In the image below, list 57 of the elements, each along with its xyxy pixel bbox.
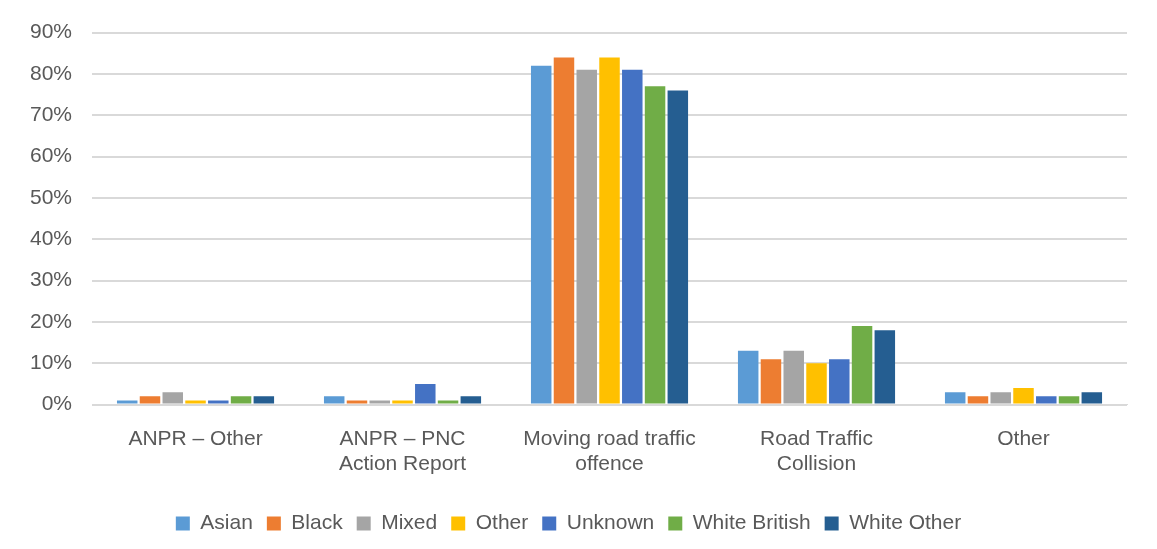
legend-label: Black xyxy=(291,510,344,534)
x-tick-label: Other xyxy=(997,426,1050,449)
bar xyxy=(162,392,184,404)
legend-label: White British xyxy=(692,510,811,534)
bar xyxy=(644,86,666,404)
bar xyxy=(116,400,138,404)
y-tick-label: 50% xyxy=(30,184,73,208)
bar xyxy=(530,65,552,404)
bar xyxy=(806,363,827,404)
legend-label: White Other xyxy=(849,510,962,534)
bar xyxy=(829,359,850,404)
bar xyxy=(139,396,161,404)
bar xyxy=(208,400,229,404)
bar xyxy=(760,359,782,404)
x-tick-label: Moving road traffic offence xyxy=(523,426,696,475)
y-tick-label: 80% xyxy=(30,60,73,84)
legend-label: Other xyxy=(475,510,529,534)
bar xyxy=(1013,388,1034,404)
bar xyxy=(1036,396,1057,404)
y-tick-label: 70% xyxy=(30,102,73,126)
y-tick-label: 40% xyxy=(30,226,73,250)
bar xyxy=(553,57,575,404)
legend-label: Unknown xyxy=(566,510,655,534)
bar xyxy=(460,396,482,404)
x-tick-label: ANPR – PNC Action Report xyxy=(338,426,467,475)
bar xyxy=(1058,396,1080,404)
y-tick-label: 0% xyxy=(41,391,73,415)
bar xyxy=(323,396,345,404)
bar xyxy=(944,392,966,404)
y-tick-label: 20% xyxy=(30,308,73,332)
bar xyxy=(967,396,989,404)
bar xyxy=(392,400,413,404)
x-tick-label: ANPR – Other xyxy=(128,426,263,449)
y-tick-label: 30% xyxy=(30,267,73,291)
y-tick-label: 60% xyxy=(30,143,73,167)
bar xyxy=(253,396,275,404)
bar xyxy=(230,396,252,404)
bar xyxy=(369,400,390,404)
bar xyxy=(990,392,1011,404)
bar xyxy=(851,326,873,404)
bar xyxy=(599,57,620,404)
bar xyxy=(737,350,759,404)
legend-label: Mixed xyxy=(381,510,438,534)
bar xyxy=(874,330,896,404)
bar xyxy=(346,400,368,404)
bar xyxy=(667,90,689,404)
legend-label: Asian xyxy=(200,510,253,534)
bar xyxy=(783,350,804,404)
bar xyxy=(437,400,459,404)
bar xyxy=(185,400,206,404)
bar xyxy=(415,383,436,404)
bar xyxy=(622,69,643,404)
bar xyxy=(576,69,597,404)
y-tick-label: 10% xyxy=(30,350,73,374)
x-tick-label: Road Traffic Collision xyxy=(760,426,873,475)
y-tick-label: 90% xyxy=(30,19,73,43)
bar xyxy=(1081,392,1103,404)
